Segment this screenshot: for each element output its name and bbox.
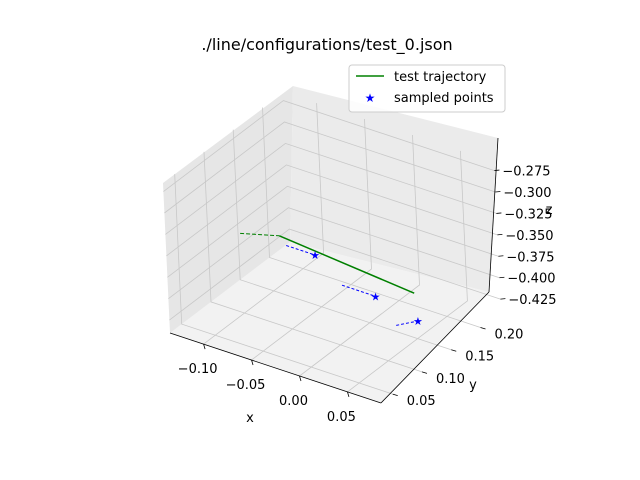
z-gridline <box>166 164 498 257</box>
z-gridline <box>168 207 500 300</box>
x-tick-label: −0.05 <box>226 378 266 393</box>
y-tick-mark <box>480 327 486 330</box>
tick-marks: −0.10−0.050.000.050.050.100.150.20−0.275… <box>178 165 557 425</box>
z-tick-mark <box>499 276 505 279</box>
legend-star-swatch: ★ <box>365 91 376 105</box>
z-tick-mark <box>497 233 503 236</box>
x-tick-label: −0.10 <box>178 362 218 377</box>
trajectory-line <box>279 235 415 294</box>
floor-pane <box>170 242 489 403</box>
z-gridline <box>169 228 501 321</box>
z-tick-mark <box>500 298 506 300</box>
trajectory-dashed-segment <box>240 232 280 237</box>
z-tick-label: −0.375 <box>506 250 554 265</box>
z-gridline <box>167 185 499 278</box>
axes-panes <box>163 86 498 403</box>
z-tick-label: −0.400 <box>507 272 555 287</box>
y-tick-label: 0.10 <box>436 372 465 387</box>
x-tick-label: 0.05 <box>327 410 356 425</box>
z-tick-label: −0.275 <box>502 165 550 180</box>
y-gridline <box>203 151 423 373</box>
sampled-point: ★ <box>413 315 423 328</box>
axis-lines <box>169 137 499 404</box>
y-tick-label: 0.15 <box>465 350 494 365</box>
y-tick-label: 0.05 <box>407 394 436 409</box>
z-tick-label: −0.325 <box>504 207 552 222</box>
z-gridline <box>163 100 495 192</box>
legend-box <box>348 64 506 113</box>
sampled-point: ★ <box>371 290 381 303</box>
y-gridline <box>262 107 481 328</box>
x-tick-mark <box>299 375 302 382</box>
z-tick-label: −0.350 <box>505 229 553 244</box>
sample-direction-segment <box>341 284 376 297</box>
x-gridline <box>299 134 420 377</box>
y-tick-mark <box>421 371 428 374</box>
y-gridline <box>232 129 452 351</box>
y-gridline <box>174 174 393 395</box>
z-tick-label: −0.425 <box>508 293 556 308</box>
z-tick-mark <box>496 212 502 214</box>
sampled-point: ★ <box>310 249 320 262</box>
back-wall-pane <box>290 86 498 292</box>
x-gridline <box>347 150 468 393</box>
chart-title: ./line/configurations/test_0.json <box>201 35 452 55</box>
z-gridline <box>165 142 497 235</box>
x-gridline <box>251 118 372 361</box>
legend: test trajectory ★ sampled points <box>348 64 506 113</box>
y-tick-label: 0.20 <box>495 328 524 343</box>
z-tick-label: −0.300 <box>503 186 551 201</box>
x-tick-mark <box>251 359 254 366</box>
y-axis-line <box>380 291 490 404</box>
y-tick-mark <box>451 349 457 352</box>
data-layer: ★ ★ ★ <box>240 232 423 328</box>
z-gridline <box>164 121 496 214</box>
x-tick-label: 0.00 <box>279 394 308 409</box>
sample-direction-segment <box>286 245 316 256</box>
x-gridline <box>203 103 325 345</box>
z-tick-mark <box>495 191 501 193</box>
z-tick-mark <box>494 169 500 171</box>
sample-direction-segment <box>396 320 418 326</box>
z-axis-label: z <box>546 203 553 218</box>
x-tick-mark <box>347 391 350 397</box>
grid-lines <box>163 100 501 395</box>
y-tick-mark <box>392 393 398 397</box>
y-axis-label: y <box>469 378 477 393</box>
x-tick-mark <box>203 344 206 350</box>
legend-label-trajectory: test trajectory <box>394 70 487 85</box>
x-axis-label: x <box>246 411 254 426</box>
x-axis-line <box>169 332 382 404</box>
legend-label-points: sampled points <box>394 91 494 106</box>
z-axis-line <box>488 137 499 293</box>
